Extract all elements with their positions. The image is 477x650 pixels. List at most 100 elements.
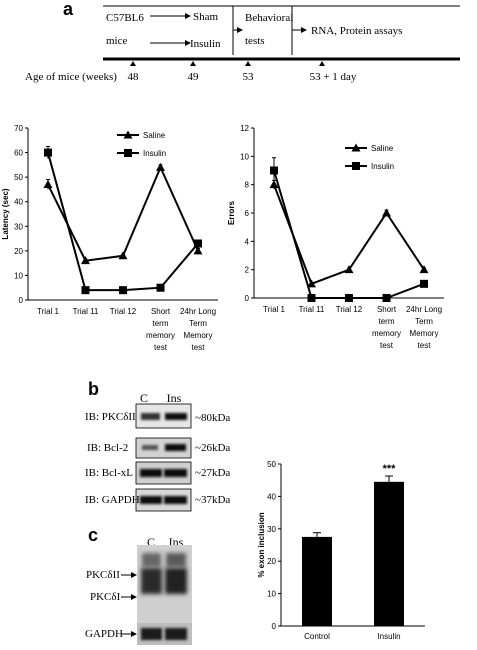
exon-inclusion-chart: 0 10 20 30 40 50 % exon inclusion Control *** Ins… (257, 460, 425, 641)
chart3-ytick-label: 0 (272, 622, 277, 631)
timeline-assays: RNA, Protein assays (311, 25, 402, 37)
chart2-ytick-label: 4 (245, 237, 250, 246)
chart1-xtick-label: term (153, 319, 169, 328)
chart1-ytick-label: 50 (14, 173, 23, 182)
chart3-annotation: *** (383, 463, 397, 475)
chart2-xtick-label: Term (415, 317, 433, 326)
chart2-point (382, 294, 391, 302)
chart1-ytick-label: 20 (14, 247, 23, 256)
chart1-series-line (47, 164, 199, 262)
chart2-xtick-label: memory (372, 329, 401, 338)
chart3-ytick-label: 50 (267, 460, 276, 469)
timeline-age-53: 53 (243, 71, 255, 83)
timeline-age-49: 49 (188, 71, 200, 83)
chart1-point (44, 148, 52, 157)
chart2-point (382, 208, 391, 217)
chart1-xtick-label: test (192, 343, 206, 352)
panel-c-letter: c (88, 525, 98, 545)
chart1-legend-label: Saline (143, 131, 166, 140)
chart2-legend-marker (352, 162, 360, 170)
chart1-ytick-label: 60 (14, 149, 23, 158)
chart2-xtick-label: test (418, 341, 432, 350)
timeline-age-label: Age of mice (weeks) (25, 71, 117, 83)
errors-chart: 0 2 4 6 8 10 12 Errors Trial 1 Trial 11 Trial 12 Sh… (227, 124, 444, 350)
chart1-ytick-label: 10 (14, 271, 23, 280)
chart1-xtick-label: Memory (184, 331, 213, 340)
chart1-xtick-label: Trial 11 (73, 307, 99, 316)
chart2-xtick-label: Short (377, 305, 397, 314)
chart2-ytick-label: 10 (240, 152, 249, 161)
chart2-xtick-label: test (380, 341, 394, 350)
chart1-point (119, 286, 127, 295)
chart1-point (81, 286, 90, 295)
panel-a-letter: a (63, 0, 74, 19)
chart1-point (193, 246, 203, 255)
chart1-point (43, 180, 53, 189)
timeline-tick-53plus (319, 61, 325, 66)
chart1-ylabel: Latency (sec) (1, 188, 10, 239)
chart3-ytick-label: 10 (267, 590, 276, 599)
chart3-ylabel: % exon inclusion (257, 512, 266, 577)
chart1-xtick-label: Trial 12 (110, 307, 137, 316)
chart3-ytick-label: 40 (267, 492, 276, 501)
chart1-ytick-label: 0 (19, 296, 24, 305)
chart1-xtick-label: Term (189, 319, 207, 328)
chart2-ytick-label: 2 (245, 266, 250, 275)
timeline-tick-53 (245, 61, 251, 66)
timeline-behavioral-line2: tests (245, 35, 265, 47)
chart3-xtick-label: Insulin (377, 632, 400, 641)
chart1-point (156, 283, 165, 292)
blot-pkcdelta2-ib: IB: PKCδII (85, 411, 136, 423)
gel-label-pkcdelta2: PKCδII (86, 569, 120, 581)
chart1-xtick-label: Short (151, 307, 171, 316)
chart1-point (194, 239, 202, 248)
chart3-ytick-label: 20 (267, 557, 276, 566)
chart2-legend-label: Insulin (371, 162, 394, 171)
chart1-series-line (47, 152, 199, 292)
chart2-xtick-label: Trial 11 (299, 305, 325, 314)
chart2-ytick-label: 12 (240, 124, 249, 133)
timeline-insulin: Insulin (190, 38, 221, 50)
latency-chart: 0 10 20 30 40 50 60 70 Latency (sec) Trial 1 Trial… (1, 124, 218, 352)
chart2-point (345, 294, 353, 302)
chart2-legend-label: Saline (371, 144, 394, 153)
blot-bcl2-ib: IB: Bcl-2 (87, 442, 128, 454)
chart2-point (269, 180, 279, 189)
chart2-ylabel: Errors (227, 200, 236, 225)
timeline-age-53plus: 53 + 1 day (310, 71, 357, 83)
chart2-xtick-label: 24hr Long (406, 305, 442, 314)
chart2-point (344, 265, 354, 274)
blot-pkcdelta2-size: ~80kDa (195, 412, 230, 424)
chart1-xtick-label: test (154, 343, 168, 352)
chart1-xtick-label: Trial 1 (37, 307, 59, 316)
chart1-point (81, 256, 90, 265)
chart2-xtick-label: term (379, 317, 395, 326)
chart2-ytick-label: 0 (245, 294, 250, 303)
gel-gapdh (137, 623, 192, 645)
chart2-point (307, 294, 316, 302)
chart2-xtick-label: Memory (410, 329, 439, 338)
chart1-ytick-label: 40 (14, 198, 23, 207)
chart1-ytick-label: 70 (14, 124, 23, 133)
panel-b-lane-c: C (140, 391, 148, 405)
blot-bcl2 (135, 437, 192, 459)
blot-pkcdelta2 (135, 403, 192, 429)
chart1-point (118, 251, 128, 260)
chart3-bar (302, 536, 332, 626)
chart1-xtick-label: 24hr Long (180, 307, 216, 316)
timeline-sham: Sham (193, 11, 219, 23)
chart2-ytick-label: 6 (245, 209, 250, 218)
blot-bclxl-ib: IB: Bcl-xL (85, 467, 133, 479)
blot-bcl2-size: ~26kDa (195, 442, 230, 454)
timeline-behavioral-line1: Behavioral (245, 12, 293, 24)
chart1-legend-marker (124, 149, 132, 157)
chart2-point (270, 166, 278, 175)
chart2-ytick-label: 8 (245, 181, 250, 190)
chart2-xtick-label: Trial 1 (263, 305, 285, 314)
chart2-point (420, 279, 428, 288)
timeline-mice-line2: mice (106, 35, 127, 47)
timeline-tick-48 (130, 61, 136, 66)
panel-b-letter: b (88, 379, 99, 399)
timeline-tick-49 (190, 61, 196, 66)
